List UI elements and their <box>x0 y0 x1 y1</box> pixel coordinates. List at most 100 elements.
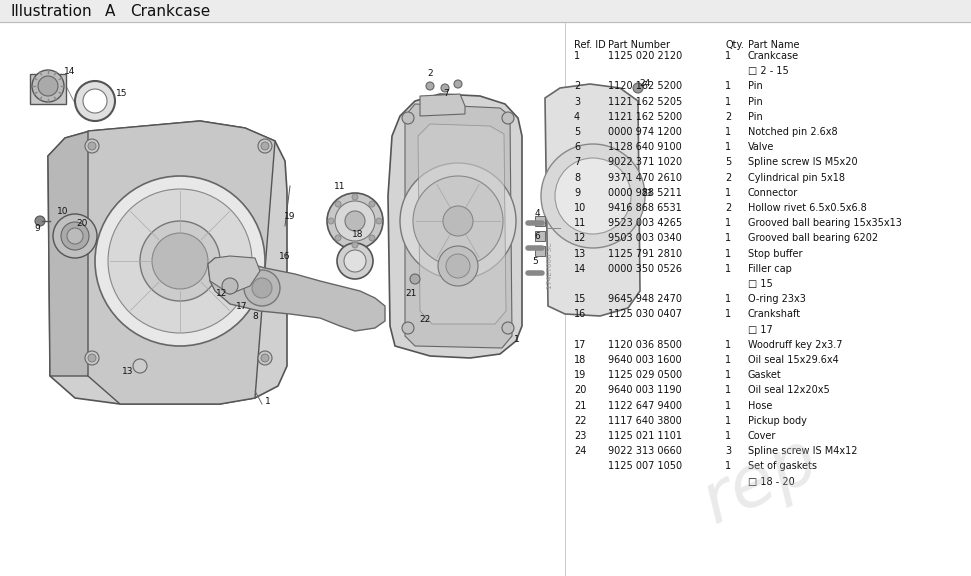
Text: Spline screw IS M4x12: Spline screw IS M4x12 <box>748 446 857 456</box>
Circle shape <box>53 214 97 258</box>
Text: 1: 1 <box>725 264 731 274</box>
Circle shape <box>335 235 341 241</box>
Circle shape <box>32 70 64 102</box>
Text: 3: 3 <box>574 97 580 107</box>
Circle shape <box>335 201 341 207</box>
Text: Grooved ball bearing 6202: Grooved ball bearing 6202 <box>748 233 878 244</box>
Text: 15: 15 <box>574 294 586 304</box>
Circle shape <box>85 351 99 365</box>
Text: 1128 640 9100: 1128 640 9100 <box>608 142 682 152</box>
Text: 22: 22 <box>419 315 430 324</box>
Polygon shape <box>208 256 260 294</box>
Circle shape <box>443 206 473 236</box>
Circle shape <box>261 354 269 362</box>
Text: 24: 24 <box>639 79 651 88</box>
Text: 1: 1 <box>725 340 731 350</box>
Text: 6: 6 <box>534 232 540 241</box>
Circle shape <box>402 322 414 334</box>
Circle shape <box>140 221 220 301</box>
Text: Ref. ID: Ref. ID <box>574 40 606 50</box>
Circle shape <box>376 218 382 224</box>
Text: 1: 1 <box>725 142 731 152</box>
Text: 0000 350 0526: 0000 350 0526 <box>608 264 682 274</box>
Text: Grooved ball bearing 15x35x13: Grooved ball bearing 15x35x13 <box>748 218 902 228</box>
Text: 1: 1 <box>725 309 731 320</box>
Text: Pin: Pin <box>748 97 763 107</box>
Text: Crankcase: Crankcase <box>748 51 799 61</box>
Text: Set of gaskets: Set of gaskets <box>748 461 817 471</box>
Text: 11: 11 <box>574 218 586 228</box>
Text: 2: 2 <box>427 69 433 78</box>
Text: □ 15: □ 15 <box>748 279 773 289</box>
Text: 1: 1 <box>725 461 731 471</box>
Text: 9645 948 2470: 9645 948 2470 <box>608 294 682 304</box>
Circle shape <box>400 163 516 279</box>
Text: 1: 1 <box>725 233 731 244</box>
Text: 5: 5 <box>725 157 731 168</box>
Text: 7: 7 <box>574 157 581 168</box>
Text: 13: 13 <box>122 367 134 376</box>
Text: 4: 4 <box>574 112 580 122</box>
Circle shape <box>441 84 449 92</box>
Polygon shape <box>408 271 423 286</box>
Text: 0000 974 1200: 0000 974 1200 <box>608 127 682 137</box>
Text: 9523 003 4265: 9523 003 4265 <box>608 218 682 228</box>
Text: 1125 020 2120: 1125 020 2120 <box>608 51 683 61</box>
Circle shape <box>258 351 272 365</box>
Text: □ 18 - 20: □ 18 - 20 <box>748 476 794 487</box>
Text: 1: 1 <box>514 335 519 344</box>
Text: 22: 22 <box>574 416 586 426</box>
Circle shape <box>337 243 373 279</box>
Text: 1: 1 <box>725 97 731 107</box>
Circle shape <box>88 142 96 150</box>
Text: 1: 1 <box>265 397 271 406</box>
Circle shape <box>352 242 358 248</box>
Text: 21: 21 <box>574 400 586 411</box>
Text: 1125 021 1101: 1125 021 1101 <box>608 431 682 441</box>
Circle shape <box>446 254 470 278</box>
Circle shape <box>555 158 631 234</box>
Polygon shape <box>420 298 440 314</box>
Circle shape <box>502 112 514 124</box>
Text: Stop buffer: Stop buffer <box>748 249 802 259</box>
Text: 9416 868 6531: 9416 868 6531 <box>608 203 682 213</box>
Text: 6: 6 <box>574 142 580 152</box>
Circle shape <box>83 89 107 113</box>
Text: 5: 5 <box>574 127 581 137</box>
Text: 21: 21 <box>405 289 417 298</box>
Text: 1122 647 9400: 1122 647 9400 <box>608 400 682 411</box>
Circle shape <box>369 201 375 207</box>
Text: Part Number: Part Number <box>608 40 670 50</box>
Circle shape <box>95 176 265 346</box>
Text: Crankcase: Crankcase <box>130 3 211 18</box>
Circle shape <box>152 233 208 289</box>
Text: 18: 18 <box>574 355 586 365</box>
Text: 23: 23 <box>641 189 653 198</box>
Text: 5: 5 <box>532 257 538 266</box>
Text: 1: 1 <box>725 385 731 395</box>
Text: 10: 10 <box>574 203 586 213</box>
Circle shape <box>541 144 645 248</box>
Text: 1: 1 <box>725 188 731 198</box>
Text: 174ET000 SC: 174ET000 SC <box>547 242 553 289</box>
Text: Spline screw IS M5x20: Spline screw IS M5x20 <box>748 157 857 168</box>
Text: 9503 003 0340: 9503 003 0340 <box>608 233 682 244</box>
Text: 20: 20 <box>574 385 586 395</box>
Circle shape <box>344 250 366 272</box>
Polygon shape <box>30 74 66 104</box>
Text: 13: 13 <box>574 249 586 259</box>
Text: Woodruff key 2x3.7: Woodruff key 2x3.7 <box>748 340 843 350</box>
Circle shape <box>75 81 115 121</box>
Text: 9371 470 2610: 9371 470 2610 <box>608 173 682 183</box>
Circle shape <box>88 354 96 362</box>
Text: 12: 12 <box>217 289 227 298</box>
Circle shape <box>438 246 478 286</box>
Circle shape <box>410 274 420 284</box>
Text: 1: 1 <box>725 294 731 304</box>
Polygon shape <box>420 94 465 116</box>
Circle shape <box>258 139 272 153</box>
Text: 1: 1 <box>725 400 731 411</box>
Text: 9640 003 1600: 9640 003 1600 <box>608 355 682 365</box>
Text: Crankshaft: Crankshaft <box>748 309 801 320</box>
Circle shape <box>67 228 83 244</box>
